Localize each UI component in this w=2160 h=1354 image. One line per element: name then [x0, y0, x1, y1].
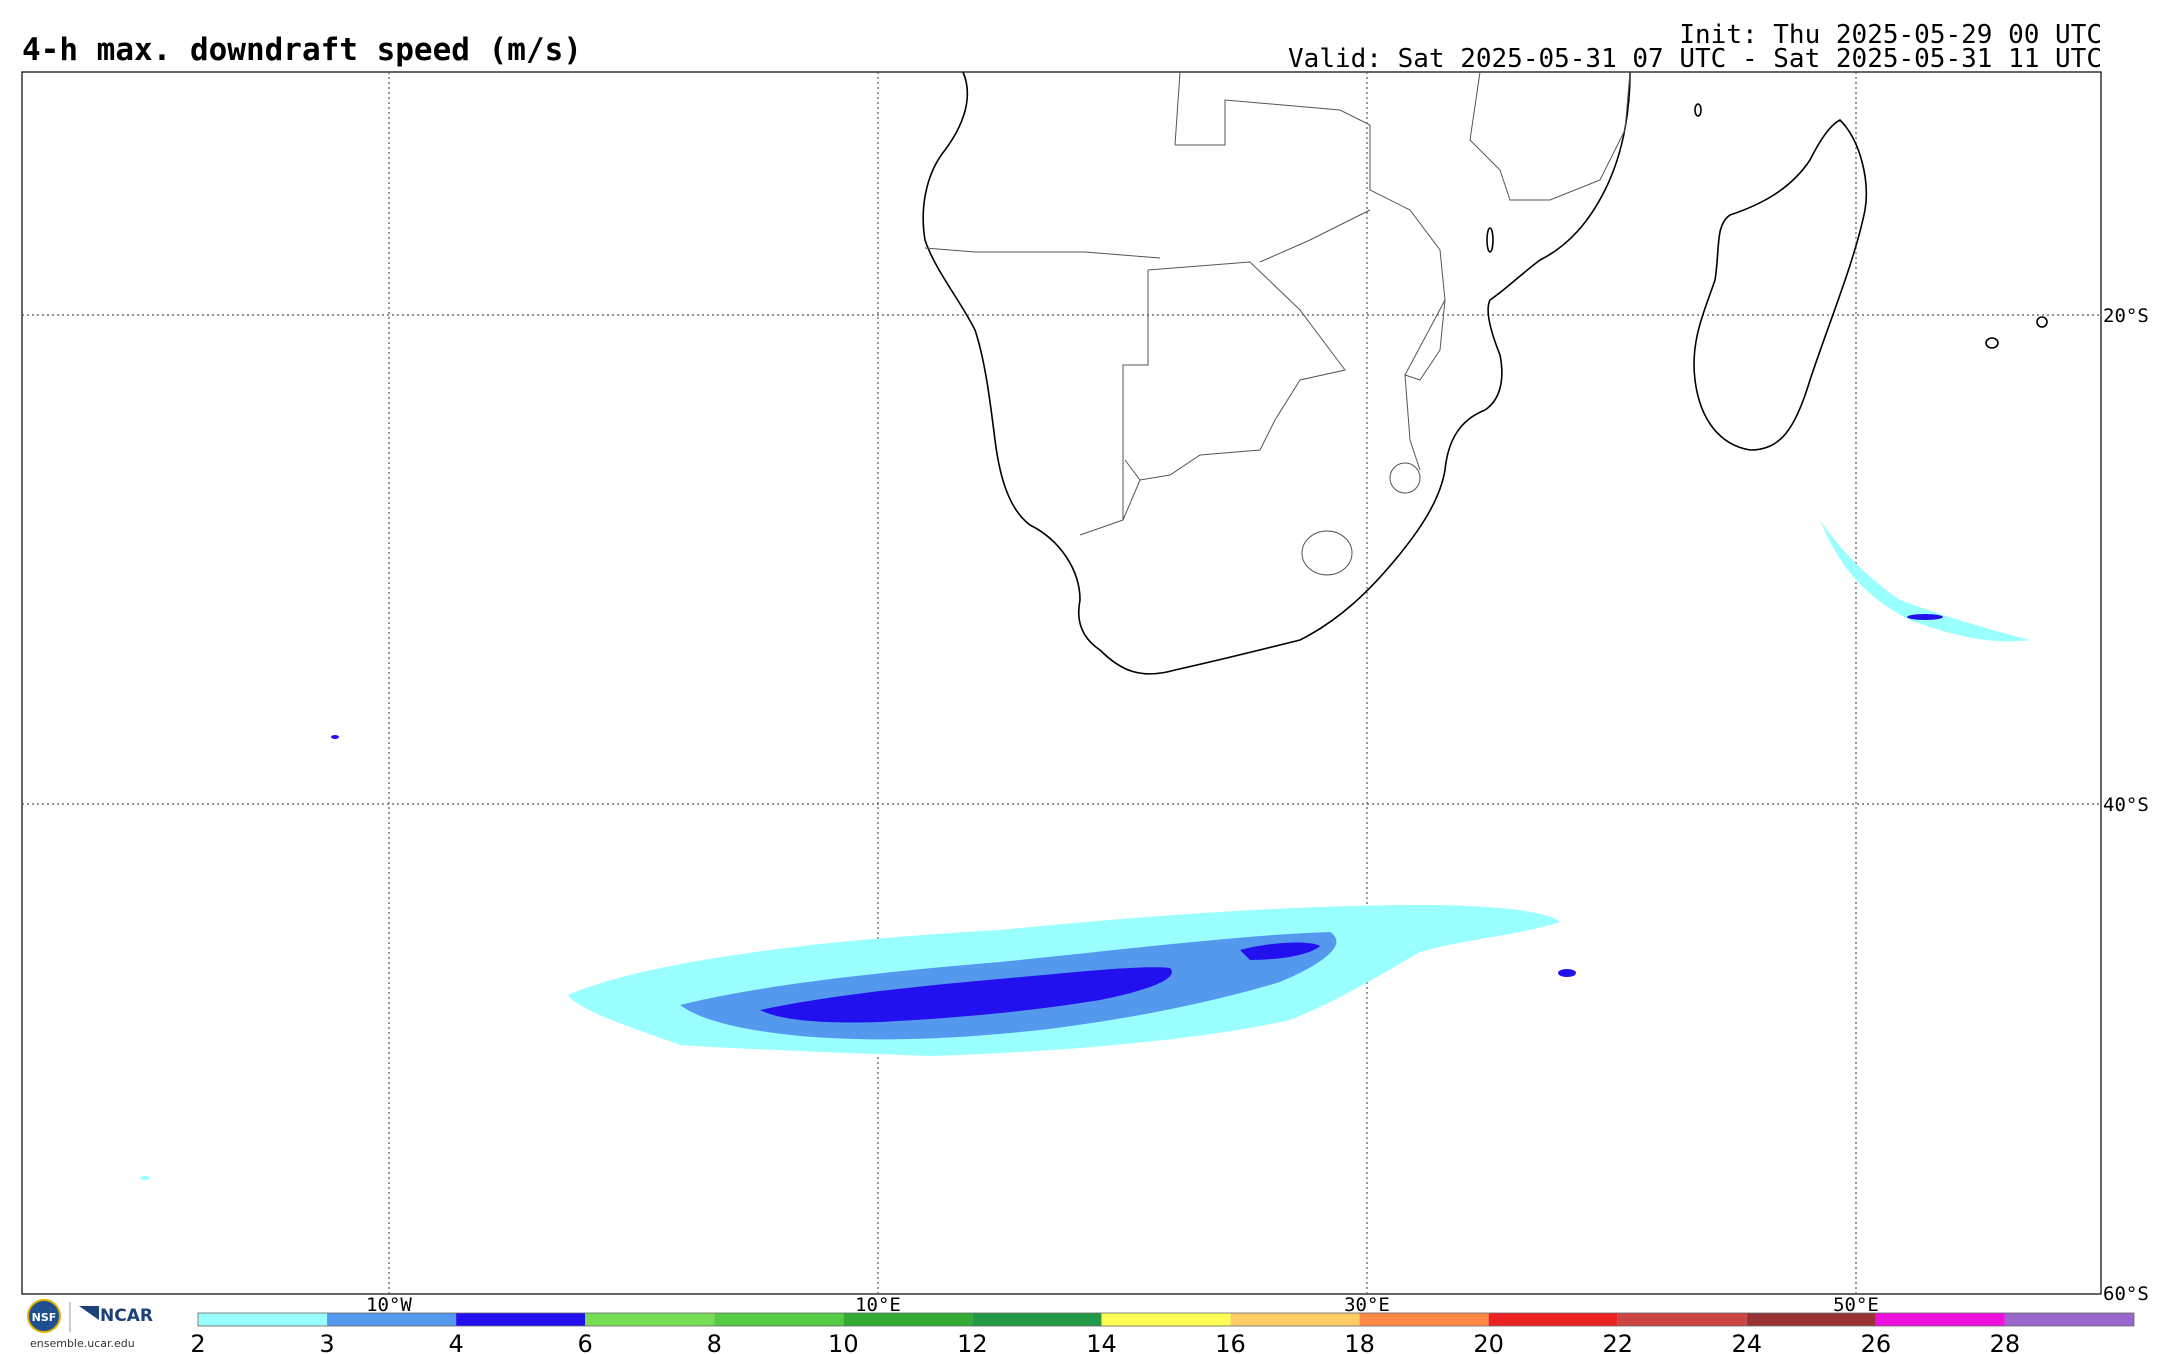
shade-isolated-2	[140, 1176, 150, 1180]
downdraft-shading	[140, 520, 2030, 1180]
border-zimbabwe	[1259, 209, 1371, 263]
comoros	[1694, 103, 1702, 117]
lon-label-30e: 30°E	[1344, 1294, 1390, 1316]
map-title: 4-h max. downdraft speed (m/s)	[22, 32, 582, 68]
colorbar-swatch	[456, 1313, 586, 1326]
colorbar-tick-label: 28	[1990, 1330, 2021, 1354]
colorbar-swatch	[1746, 1313, 1876, 1326]
map-frame	[21, 71, 2102, 1295]
shade-band-east-core	[1907, 614, 1943, 620]
border-south-africa	[1122, 479, 1141, 521]
colorbar-swatch	[2004, 1313, 2134, 1326]
lesotho	[1301, 530, 1353, 576]
border-drc	[1174, 71, 1181, 146]
colorbar-tick-label: 22	[1602, 1330, 1633, 1354]
shade-small-blob	[1558, 969, 1576, 977]
colorbar-tick-label: 12	[957, 1330, 988, 1354]
border-zambia	[1175, 99, 1446, 376]
colorbar-swatch	[1875, 1313, 2005, 1326]
border-namibia-botswana	[1079, 270, 1149, 536]
colorbar-tick-label: 4	[448, 1330, 463, 1354]
colorbar: 2 3 4 6 8 10 12 14 16 18 20 22 24 26 28	[190, 1312, 2135, 1354]
border-mozambique	[1404, 299, 1446, 471]
ncar-logo-text: NCAR	[100, 1306, 153, 1326]
colorbar-swatch	[327, 1313, 457, 1326]
madagascar	[1693, 119, 1868, 451]
lon-label-10e: 10°E	[855, 1294, 901, 1316]
colorbar-tick-label: 10	[828, 1330, 859, 1354]
axis-labels: 10°W 10°E 30°E 50°E 20°S 40°S 60°S	[366, 305, 2149, 1316]
shade-band-east	[1820, 520, 2030, 642]
border-namibia-angola	[924, 247, 1161, 259]
colorbar-tick-label: 24	[1732, 1330, 1763, 1354]
colorbar-swatch	[1359, 1313, 1489, 1326]
border-tanzania	[1469, 71, 1631, 201]
source-url: ensemble.ucar.edu	[30, 1337, 135, 1350]
colorbar-border	[197, 1312, 2135, 1327]
svg-text:NSF: NSF	[32, 1311, 57, 1324]
colorbar-tick-label: 26	[1861, 1330, 1892, 1354]
borders	[924, 71, 1631, 576]
coastlines	[922, 71, 2048, 675]
lon-label-10w: 10°W	[366, 1294, 412, 1316]
colorbar-swatch	[972, 1313, 1102, 1326]
colorbar-swatch	[1230, 1313, 1360, 1326]
lon-label-50e: 50°E	[1833, 1294, 1879, 1316]
colorbar-tick-label: 6	[578, 1330, 593, 1354]
colorbar-tick-label: 3	[319, 1330, 334, 1354]
mauritius	[1985, 337, 1999, 349]
nsf-logo: NSF	[27, 1299, 99, 1333]
lat-label-60s: 60°S	[2103, 1283, 2149, 1305]
colorbar-tick-label: 16	[1215, 1330, 1246, 1354]
africa-coast	[922, 71, 1631, 675]
valid-time: Valid: Sat 2025-05-31 07 UTC - Sat 2025-…	[1288, 44, 2102, 74]
init-time: Init: Thu 2025-05-29 00 UTC	[1679, 20, 2102, 50]
reunion	[2036, 316, 2048, 328]
colorbar-swatch	[1488, 1313, 1618, 1326]
border-botswana	[1124, 261, 1346, 481]
lat-label-20s: 20°S	[2103, 305, 2149, 327]
colorbar-tick-label: 18	[1344, 1330, 1375, 1354]
colorbar-swatch	[1101, 1313, 1231, 1326]
colorbar-tick-label: 2	[190, 1330, 205, 1354]
colorbar-tick-label: 8	[707, 1330, 722, 1354]
eswatini	[1389, 462, 1421, 494]
colorbar-tick-label: 14	[1086, 1330, 1117, 1354]
logos: NSF	[24, 1298, 160, 1354]
lake-malawi	[1486, 227, 1494, 253]
colorbar-swatch	[714, 1313, 844, 1326]
lat-label-40s: 40°S	[2103, 794, 2149, 816]
shade-isolated-1	[331, 735, 339, 739]
colorbar-swatch	[198, 1313, 328, 1326]
graticule	[22, 72, 2101, 1294]
colorbar-swatch	[1617, 1313, 1747, 1326]
colorbar-swatch	[843, 1313, 973, 1326]
shade-4-6-b	[1240, 942, 1320, 960]
shade-4-6	[760, 967, 1172, 1023]
colorbar-tick-label: 20	[1473, 1330, 1504, 1354]
colorbar-swatch	[585, 1313, 715, 1326]
